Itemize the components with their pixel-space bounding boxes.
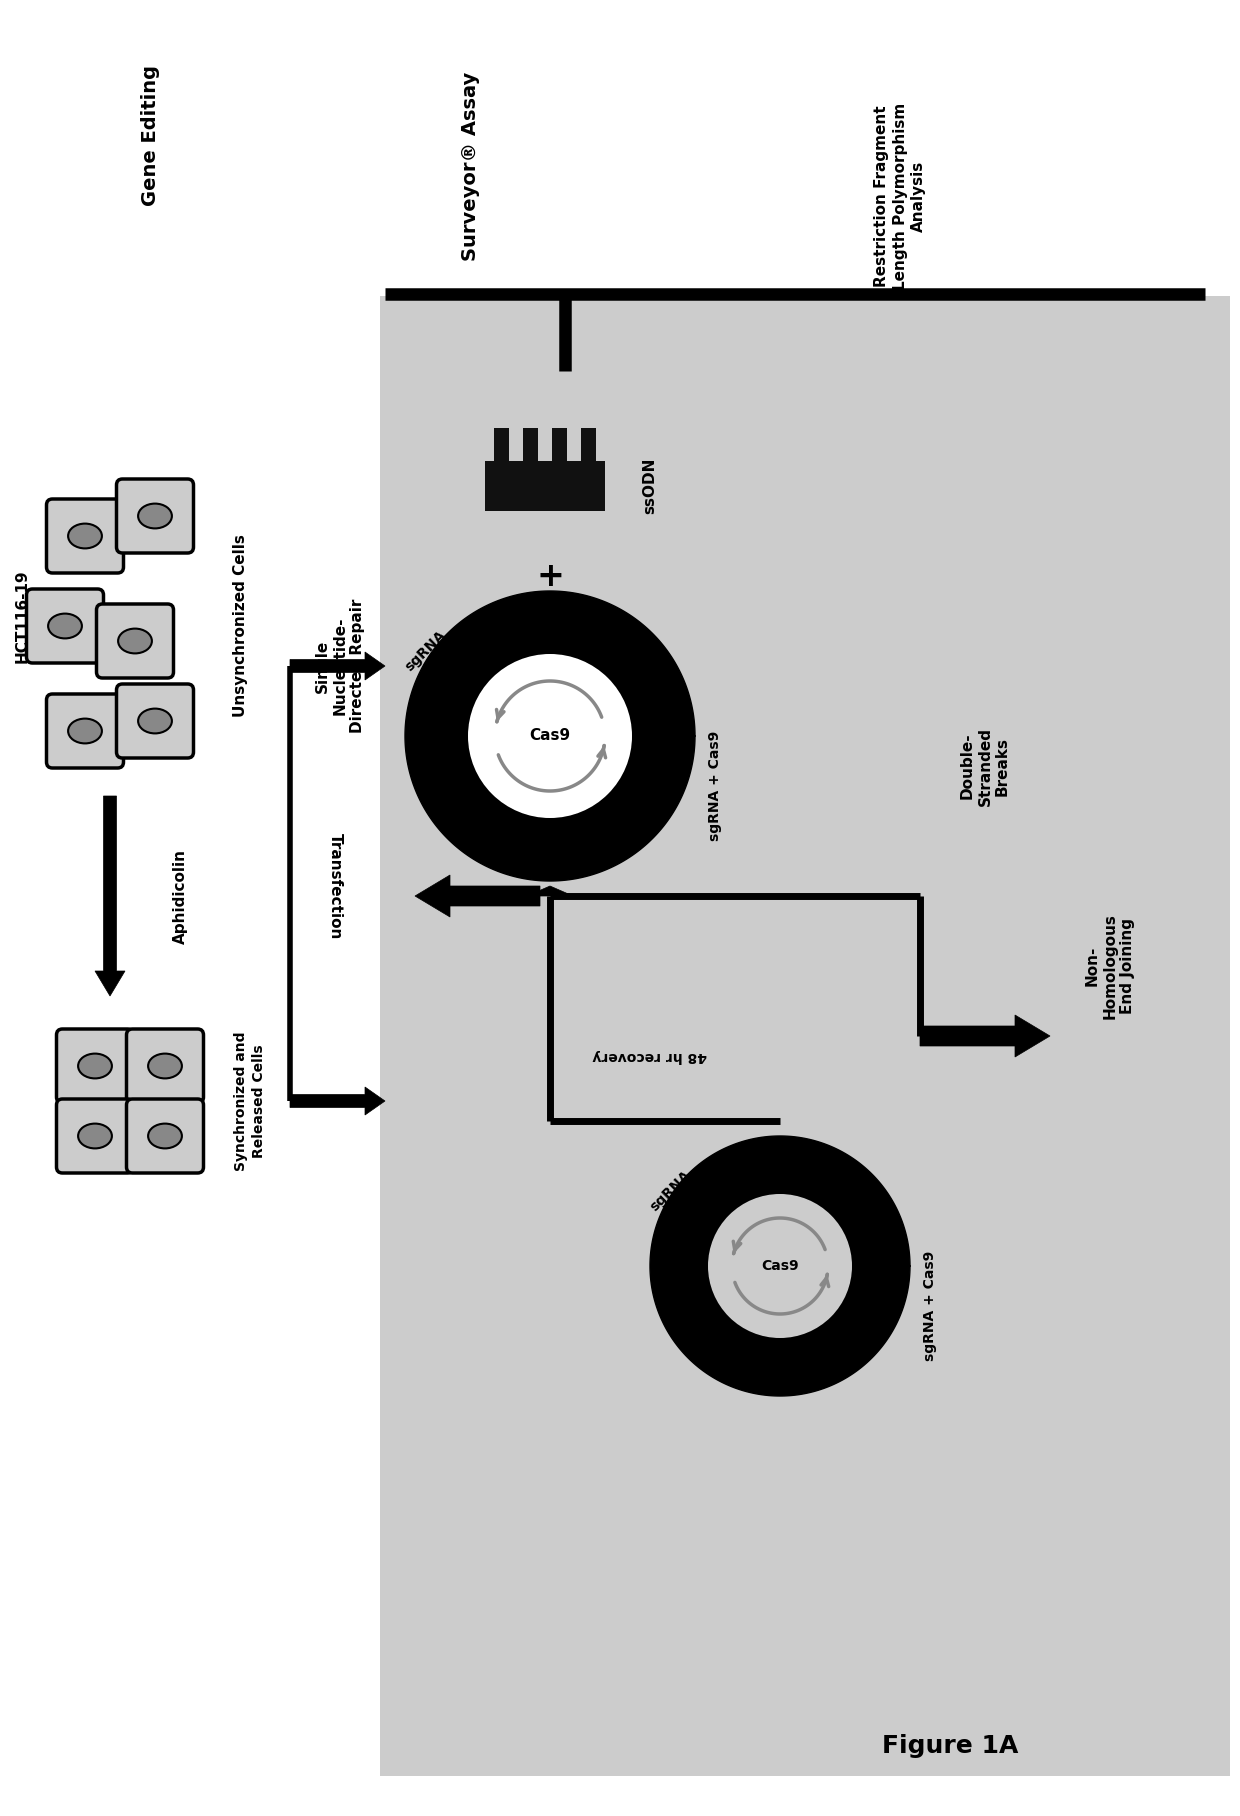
- Circle shape: [708, 1193, 852, 1338]
- Text: sgRNA: sgRNA: [647, 1168, 693, 1215]
- Text: sgRNA + Cas9: sgRNA + Cas9: [708, 730, 722, 841]
- Polygon shape: [95, 795, 125, 995]
- Ellipse shape: [68, 523, 102, 548]
- Ellipse shape: [68, 719, 102, 743]
- Ellipse shape: [48, 614, 82, 639]
- FancyBboxPatch shape: [46, 499, 124, 574]
- Bar: [523, 429, 538, 463]
- FancyBboxPatch shape: [57, 1030, 134, 1102]
- Text: sgRNA: sgRNA: [402, 628, 448, 674]
- Polygon shape: [415, 875, 539, 917]
- Polygon shape: [650, 1137, 910, 1397]
- Text: Transfection: Transfection: [327, 834, 342, 939]
- Bar: [552, 429, 567, 463]
- Text: Unsynchronized Cells: Unsynchronized Cells: [233, 534, 248, 717]
- Bar: [379, 296, 1230, 1776]
- FancyBboxPatch shape: [57, 1099, 134, 1173]
- Text: sgRNA + Cas9: sgRNA + Cas9: [923, 1251, 937, 1362]
- Polygon shape: [290, 652, 384, 679]
- FancyBboxPatch shape: [26, 588, 103, 663]
- Polygon shape: [405, 590, 694, 881]
- Ellipse shape: [138, 708, 172, 734]
- Polygon shape: [290, 1088, 384, 1115]
- Circle shape: [467, 654, 632, 817]
- Text: +: +: [536, 559, 564, 592]
- Text: HCT116-19: HCT116-19: [15, 568, 30, 663]
- Bar: [494, 429, 508, 463]
- Text: 48 hr recovery: 48 hr recovery: [593, 1050, 707, 1062]
- FancyBboxPatch shape: [126, 1099, 203, 1173]
- Text: Single
Nucleotide-
Directed Repair: Single Nucleotide- Directed Repair: [315, 599, 365, 734]
- Text: Surveyor® Assay: Surveyor® Assay: [460, 71, 480, 262]
- FancyBboxPatch shape: [117, 685, 193, 757]
- Ellipse shape: [78, 1053, 112, 1079]
- Text: Restriction Fragment
Length Polymorphism
Analysis: Restriction Fragment Length Polymorphism…: [874, 102, 926, 289]
- Bar: [485, 461, 605, 510]
- FancyBboxPatch shape: [46, 694, 124, 768]
- Text: Figure 1A: Figure 1A: [882, 1734, 1018, 1758]
- Text: Gene Editing: Gene Editing: [140, 65, 160, 207]
- Text: ssODN: ssODN: [642, 458, 657, 514]
- FancyBboxPatch shape: [117, 479, 193, 554]
- Ellipse shape: [118, 628, 151, 654]
- Text: Non-
Homologous
End Joining: Non- Homologous End Joining: [1085, 913, 1135, 1019]
- Ellipse shape: [148, 1053, 182, 1079]
- Text: Cas9: Cas9: [529, 728, 570, 743]
- Text: Synchronized and
Released Cells: Synchronized and Released Cells: [234, 1031, 265, 1171]
- Polygon shape: [527, 886, 573, 895]
- Ellipse shape: [138, 503, 172, 528]
- Text: Cas9: Cas9: [761, 1258, 799, 1273]
- Polygon shape: [920, 1015, 1050, 1057]
- FancyBboxPatch shape: [126, 1030, 203, 1102]
- FancyBboxPatch shape: [97, 605, 174, 677]
- Ellipse shape: [148, 1124, 182, 1148]
- Bar: [582, 429, 596, 463]
- Text: Double-
Stranded
Breaks: Double- Stranded Breaks: [960, 726, 1009, 806]
- Ellipse shape: [78, 1124, 112, 1148]
- Text: Aphidicolin: Aphidicolin: [172, 848, 187, 944]
